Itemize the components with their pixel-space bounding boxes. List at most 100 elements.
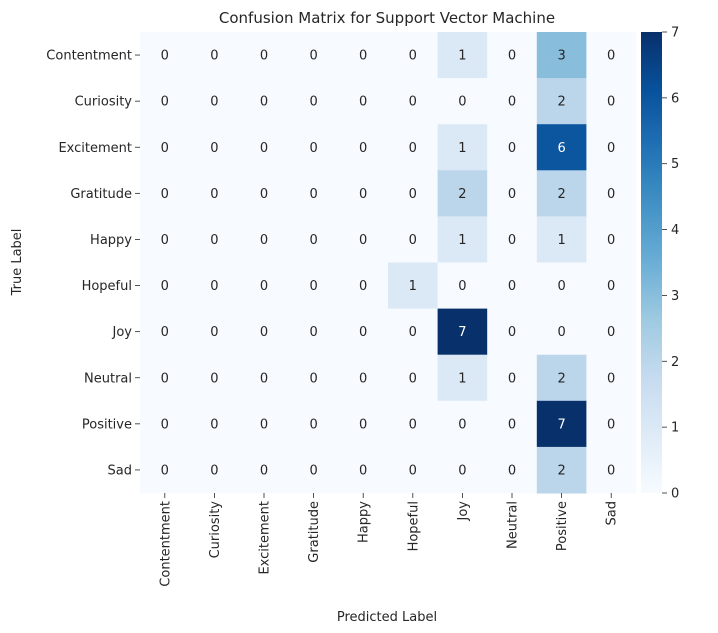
heatmap-cell bbox=[239, 308, 290, 356]
cell-value-label: 0 bbox=[359, 141, 367, 156]
cell-value-label: 0 bbox=[409, 417, 417, 432]
heatmap-cell bbox=[239, 124, 290, 171]
cell-value-label: 0 bbox=[309, 371, 317, 386]
heatmap-cell bbox=[140, 32, 191, 79]
heatmap-cell bbox=[338, 308, 389, 356]
colorbar-tick-label: 6 bbox=[671, 91, 679, 106]
heatmap-cell bbox=[288, 400, 339, 448]
heatmap-cell bbox=[338, 354, 389, 402]
y-tick-labels: Contentment Curiosity Excitement Gratitu… bbox=[46, 49, 140, 478]
cell-value-label: 0 bbox=[210, 279, 218, 294]
heatmap-cell bbox=[288, 262, 339, 310]
cell-value-label: 1 bbox=[409, 279, 417, 294]
heatmap-cell bbox=[288, 354, 339, 402]
cell-value-label: 0 bbox=[607, 417, 615, 432]
x-tick-label: Gratitude bbox=[307, 501, 322, 563]
cell-value-label: 0 bbox=[508, 371, 516, 386]
cell-value-label: 0 bbox=[260, 463, 268, 478]
cell-value-label: 7 bbox=[458, 325, 466, 340]
cell-value-label: 0 bbox=[161, 49, 169, 64]
heatmap-cell-labels: 0 0 0 0 0 0 1 0 3 0 0 0 0 0 0 0 0 0 2 0 0 0 0 0 0 0 1 0 6 0 0 0 0 0 0 0 2 0 2 0… bbox=[161, 49, 616, 479]
heatmap-cell bbox=[388, 216, 439, 263]
cell-value-label: 0 bbox=[508, 417, 516, 432]
cell-value-label: 1 bbox=[557, 233, 565, 248]
cell-value-label: 0 bbox=[409, 187, 417, 202]
y-tick-label: Contentment bbox=[46, 49, 132, 64]
cell-value-label: 0 bbox=[607, 279, 615, 294]
x-tick-labels: Contentment Curiosity Excitement Gratitu… bbox=[158, 493, 620, 587]
cell-value-label: 0 bbox=[359, 49, 367, 64]
colorbar-tick-label: 1 bbox=[671, 421, 679, 436]
cell-value-label: 1 bbox=[458, 233, 466, 248]
heatmap-cell bbox=[189, 262, 240, 310]
y-tick-label: Hopeful bbox=[82, 279, 132, 294]
heatmap-cell bbox=[288, 446, 339, 494]
colorbar-tick-label: 2 bbox=[671, 355, 679, 370]
heatmap-cell bbox=[536, 354, 587, 402]
heatmap-cell bbox=[388, 262, 439, 310]
cell-value-label: 0 bbox=[210, 233, 218, 248]
heatmap-cell bbox=[239, 78, 290, 125]
heatmap-cell bbox=[189, 308, 240, 356]
x-tick-label: Neutral bbox=[506, 501, 521, 549]
heatmap-cell bbox=[586, 354, 637, 402]
heatmap-cell bbox=[189, 124, 240, 171]
cell-value-label: 0 bbox=[508, 279, 516, 294]
cell-value-label: 0 bbox=[260, 279, 268, 294]
cell-value-label: 0 bbox=[508, 325, 516, 340]
heatmap-cell bbox=[586, 78, 637, 125]
cell-value-label: 0 bbox=[161, 371, 169, 386]
cell-value-label: 0 bbox=[359, 95, 367, 110]
cell-value-label: 2 bbox=[557, 371, 565, 386]
heatmap-cell bbox=[586, 446, 637, 494]
heatmap-cell bbox=[388, 170, 439, 217]
heatmap-cell bbox=[536, 400, 587, 448]
y-tick-label: Gratitude bbox=[70, 187, 132, 202]
cell-value-label: 0 bbox=[607, 463, 615, 478]
cell-value-label: 0 bbox=[359, 463, 367, 478]
heatmap-cell bbox=[437, 400, 488, 448]
cell-value-label: 0 bbox=[557, 279, 565, 294]
heatmap-cell bbox=[487, 354, 538, 402]
cell-value-label: 1 bbox=[458, 371, 466, 386]
colorbar-tick-label: 5 bbox=[671, 157, 679, 172]
cell-value-label: 0 bbox=[210, 463, 218, 478]
heatmap-cell bbox=[437, 354, 488, 402]
heatmap-cell bbox=[288, 216, 339, 263]
heatmap-cell bbox=[338, 170, 389, 217]
x-tick-label: Positive bbox=[555, 501, 570, 551]
cell-value-label: 0 bbox=[607, 233, 615, 248]
heatmap-cell bbox=[586, 216, 637, 263]
y-axis-label: True Label bbox=[10, 229, 25, 297]
cell-value-label: 0 bbox=[260, 371, 268, 386]
heatmap-cell bbox=[437, 78, 488, 125]
heatmap-cell bbox=[536, 262, 587, 310]
cell-value-label: 0 bbox=[260, 233, 268, 248]
colorbar-tick-label: 0 bbox=[671, 487, 679, 502]
cell-value-label: 0 bbox=[309, 187, 317, 202]
cell-value-label: 0 bbox=[409, 463, 417, 478]
heatmap-cell bbox=[140, 170, 191, 217]
cell-value-label: 0 bbox=[210, 187, 218, 202]
heatmap-cell bbox=[487, 262, 538, 310]
heatmap-cell bbox=[338, 124, 389, 171]
heatmap-cell bbox=[239, 400, 290, 448]
heatmap-cell bbox=[388, 124, 439, 171]
heatmap-cell bbox=[239, 446, 290, 494]
heatmap-cell bbox=[487, 78, 538, 125]
heatmap-cell bbox=[437, 216, 488, 263]
cell-value-label: 0 bbox=[309, 49, 317, 64]
cell-value-label: 0 bbox=[607, 49, 615, 64]
heatmap-cell bbox=[189, 446, 240, 494]
cell-value-label: 2 bbox=[458, 187, 466, 202]
heatmap-cell bbox=[487, 32, 538, 79]
cell-value-label: 0 bbox=[458, 95, 466, 110]
cell-value-label: 0 bbox=[309, 463, 317, 478]
heatmap-cell bbox=[536, 446, 587, 494]
x-tick-label: Hopeful bbox=[406, 501, 421, 551]
cell-value-label: 0 bbox=[458, 279, 466, 294]
heatmap-cell bbox=[189, 400, 240, 448]
cell-value-label: 0 bbox=[161, 417, 169, 432]
heatmap-cell bbox=[388, 400, 439, 448]
